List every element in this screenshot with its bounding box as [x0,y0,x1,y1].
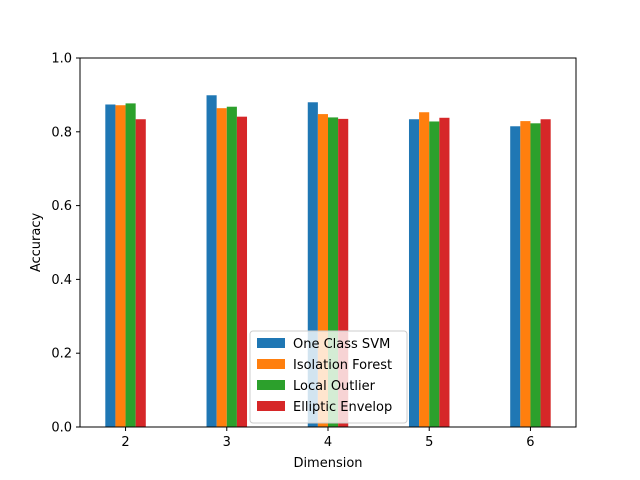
legend-swatch [257,380,285,390]
bar-isolation-forest-dim-6 [520,121,531,427]
legend-swatch [257,338,285,348]
y-tick-label: 0.8 [51,125,72,140]
bar-one-class-svm-dim-3 [206,95,217,428]
bar-local-outlier-dim-3 [226,106,237,428]
y-tick-label: 0.2 [51,347,72,362]
bar-elliptic-envelop-dim-6 [540,119,551,427]
bar-local-outlier-dim-5 [429,121,440,427]
y-axis-label: Accuracy [29,213,44,273]
bar-elliptic-envelop-dim-2 [135,119,146,427]
bar-local-outlier-dim-4 [328,117,339,427]
bar-one-class-svm-dim-2 [105,104,116,428]
legend-entry-label: Isolation Forest [293,358,392,373]
bars-layer [105,95,551,428]
x-tick-label: 4 [324,435,332,450]
x-tick-label: 6 [526,435,534,450]
y-tick-label: 0.4 [51,273,72,288]
legend-swatch [257,359,285,369]
bar-isolation-forest-dim-4 [317,114,328,427]
legend-entry-label: Elliptic Envelop [293,400,392,415]
x-tick-label: 3 [223,435,231,450]
bar-one-class-svm-dim-4 [307,102,318,427]
y-tick-label: 0.6 [51,199,72,214]
y-tick-label: 1.0 [51,52,72,67]
legend-entry-label: Local Outlier [293,379,376,394]
bar-isolation-forest-dim-3 [216,108,227,428]
bar-isolation-forest-dim-2 [115,105,126,427]
bar-elliptic-envelop-dim-5 [439,117,450,427]
bar-local-outlier-dim-6 [530,123,541,427]
bar-local-outlier-dim-2 [125,103,136,427]
bar-elliptic-envelop-dim-4 [338,118,349,427]
x-tick-label: 5 [425,435,433,450]
x-axis-label: Dimension [293,456,362,471]
bar-one-class-svm-dim-5 [408,119,420,427]
legend-swatch [257,401,285,411]
y-tick-label: 0.0 [51,421,72,436]
legend: One Class SVM Isolation Forest Local Outli… [249,330,408,424]
bar-elliptic-envelop-dim-3 [236,116,248,428]
x-tick-label: 2 [121,435,129,450]
ticks-layer: 2 3 4 5 6 0.0 0.2 0.4 0.6 0.8 1.0 [51,52,534,451]
legend-box [249,330,408,424]
bar-isolation-forest-dim-5 [419,112,430,428]
legend-entry-label: One Class SVM [293,337,390,352]
bar-one-class-svm-dim-6 [510,126,521,428]
